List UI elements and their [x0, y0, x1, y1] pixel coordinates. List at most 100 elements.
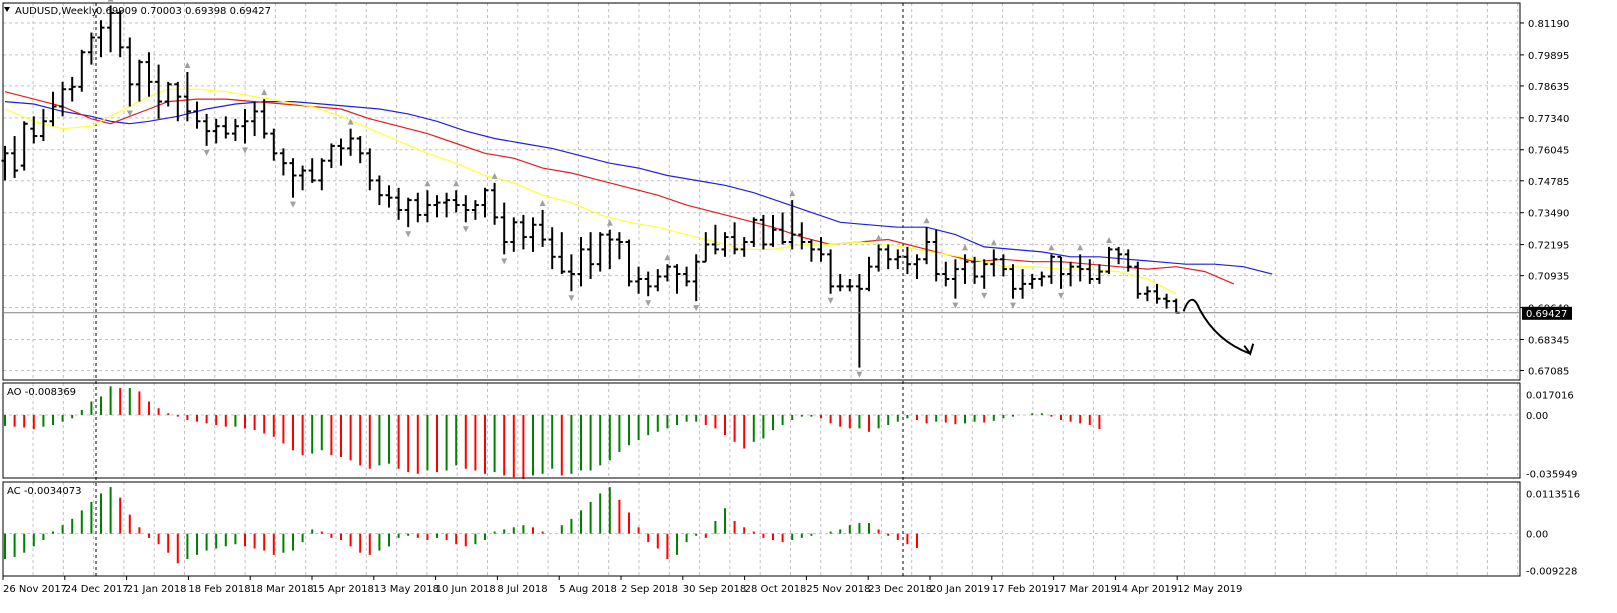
ohlc-bar: [529, 217, 537, 252]
fractal-up-icon: [923, 217, 930, 224]
ohlc-bar: [68, 76, 76, 102]
ohlc-bar: [433, 195, 441, 218]
ohlc-bar: [692, 254, 700, 302]
x-tick-label: 10 Jun 2018: [436, 584, 496, 595]
ohlc-bar: [1172, 298, 1180, 314]
fractal-down-icon: [290, 201, 296, 208]
ohlc-bar: [59, 81, 67, 117]
ohlc-bar: [510, 217, 518, 252]
ohlc-bar: [231, 118, 239, 141]
fractal-down-icon: [501, 258, 508, 265]
fractal-up-icon: [1106, 236, 1112, 243]
fractal-up-icon: [664, 254, 671, 261]
collapse-triangle-icon[interactable]: [4, 7, 10, 12]
ohlc-bar: [1038, 271, 1046, 287]
ohlc-bar: [673, 264, 681, 294]
fractal-down-icon: [981, 292, 988, 299]
ohlc-bar: [731, 222, 739, 255]
arrow-head-icon: [1243, 343, 1255, 356]
ohlc-bar: [798, 222, 806, 250]
ac-panel: [4, 487, 918, 564]
fractal-up-icon: [453, 180, 460, 187]
ohlc-bar: [779, 212, 787, 245]
fractal-up-icon: [789, 190, 796, 197]
ohlc-bar: [750, 217, 758, 247]
ohlc-bar: [20, 121, 28, 171]
ohlc-bar: [318, 158, 326, 191]
grid-lines: [3, 3, 1520, 576]
x-tick-label: 15 Apr 2018: [312, 584, 374, 595]
ohlc-bar: [625, 239, 633, 287]
ohlc-bar: [481, 187, 489, 218]
ohlc-bar: [539, 209, 547, 247]
ohlc-bar: [923, 227, 931, 265]
indicator-tick-label: 0.00: [1526, 411, 1548, 422]
ohlc-bar: [116, 10, 124, 58]
ohlc-bar: [635, 266, 643, 294]
ohlc-bar: [279, 148, 287, 176]
y-tick-label: 0.77340: [1528, 114, 1569, 125]
ohlc-bar: [462, 195, 470, 223]
ohlc-bar: [1086, 259, 1094, 284]
fractal-down-icon: [827, 297, 834, 304]
ohlc-bar: [654, 269, 662, 292]
x-tick-label: 17 Mar 2019: [1054, 584, 1117, 595]
ohlc-bar: [356, 136, 364, 164]
indicator-tick-label: -0.035949: [1526, 469, 1577, 480]
ohlc-bar: [1163, 293, 1171, 309]
ohlc-bar: [827, 249, 835, 294]
ohlc-bar: [299, 165, 307, 191]
fractal-up-icon: [261, 89, 268, 96]
ohlc-bar: [203, 113, 211, 146]
x-tick-label: 5 Aug 2018: [559, 584, 617, 595]
ohlc-bar: [155, 64, 163, 119]
fractal-up-icon: [875, 234, 882, 241]
ohlc-bar: [567, 254, 575, 292]
price-panel: [1, 0, 1273, 378]
indicator-tick-label: 0.017016: [1526, 390, 1574, 401]
y-tick-label: 0.81190: [1528, 19, 1569, 30]
ohlc-bar: [30, 116, 38, 144]
ohlc-bar: [846, 278, 854, 292]
ohlc-readout: 0.69909 0.70003 0.69398 0.69427: [96, 6, 271, 17]
ohlc-bars: [1, 5, 1180, 368]
fractal-up-icon: [1048, 244, 1055, 251]
annotations: [1182, 298, 1255, 356]
ohlc-bar: [145, 52, 153, 97]
ohlc-bar: [423, 190, 431, 223]
ohlc-bar: [951, 259, 959, 299]
ohlc-bar: [404, 197, 412, 228]
ohlc-bar: [174, 81, 182, 122]
panel-frame: [2, 2, 1521, 381]
ohlc-bar: [1143, 286, 1151, 302]
ohlc-bar: [1095, 264, 1103, 284]
x-tick-label: 2 Sep 2018: [621, 584, 678, 595]
ao-panel: [4, 386, 1101, 479]
ohlc-bar: [260, 99, 268, 139]
panel-frame: [2, 481, 1521, 577]
ohlc-bar: [78, 49, 86, 92]
x-tick-label: 12 May 2019: [1177, 584, 1242, 595]
fractal-up-icon: [1077, 244, 1084, 251]
fractal-down-icon: [1010, 302, 1016, 309]
x-tick-label: 21 Jan 2018: [127, 584, 187, 595]
y-tick-label: 0.72195: [1528, 241, 1569, 252]
fractal-down-icon: [645, 300, 652, 307]
ohlc-bar: [615, 232, 623, 260]
ohlc-bar: [999, 254, 1007, 277]
ao-label: AO -0.008369: [7, 387, 76, 398]
indicator-tick-label: 0.00: [1526, 530, 1548, 541]
fractal-down-icon: [952, 302, 959, 309]
x-tick-label: 30 Sep 2018: [683, 584, 746, 595]
fractal-up-icon: [107, 0, 114, 2]
y-tick-label: 0.78635: [1528, 82, 1569, 93]
y-tick-label: 0.79895: [1528, 51, 1569, 62]
fractal-up-icon: [539, 199, 546, 206]
y-tick-label: 0.70935: [1528, 272, 1569, 283]
fractal-down-icon: [568, 295, 575, 302]
fractal-markers: [107, 0, 1112, 378]
ohlc-bar: [308, 158, 316, 183]
ohlc-bar: [135, 59, 143, 102]
ohlc-bar: [1067, 261, 1075, 287]
